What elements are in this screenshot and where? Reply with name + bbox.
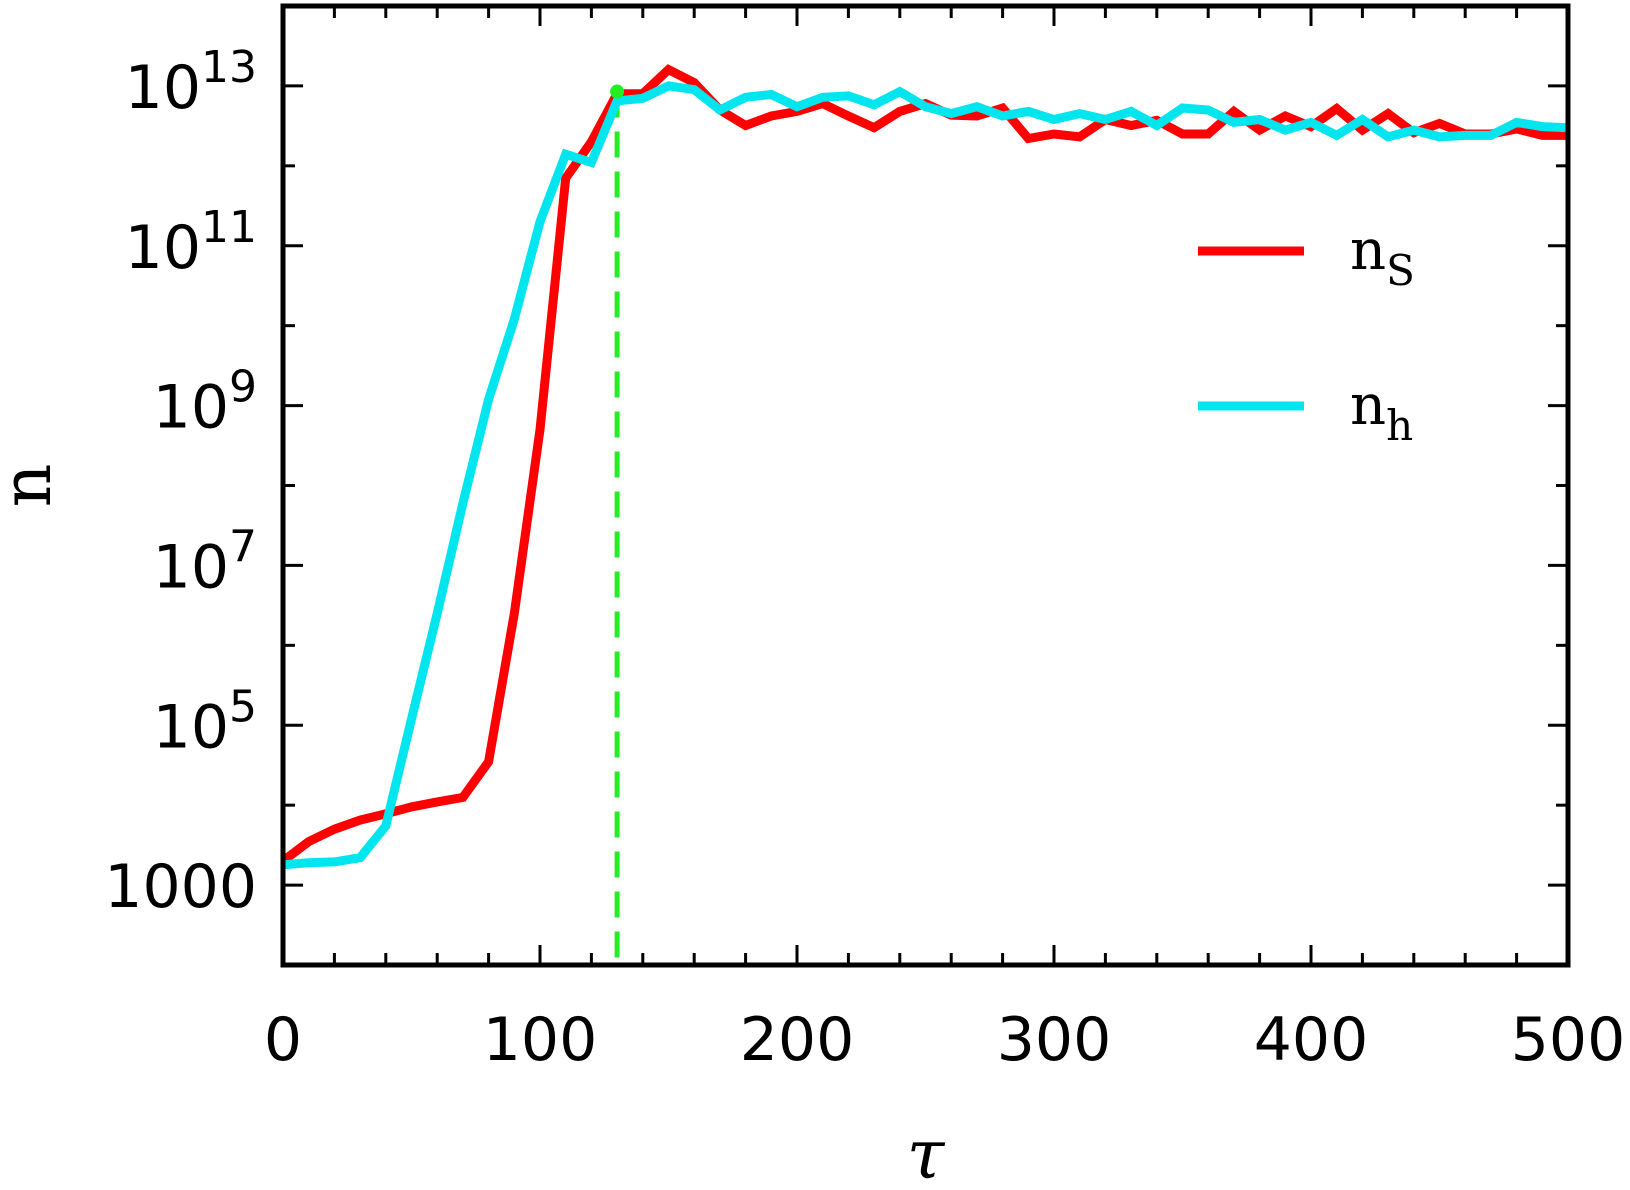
y-tick-label: 107: [153, 521, 257, 602]
legend-label: nh: [1350, 373, 1413, 450]
legend-label-subscript: S: [1386, 246, 1415, 295]
x-tick-label: 300: [997, 1005, 1112, 1075]
x-tick-label: 100: [483, 1005, 598, 1075]
y-tick-label: 105: [153, 681, 257, 762]
y-tick-base: 10: [153, 532, 229, 602]
y-tick-exponent: 11: [201, 202, 257, 253]
y-tick-exponent: 13: [201, 42, 257, 93]
y-tick-base: 10: [125, 53, 201, 123]
y-tick-exponent: 5: [229, 681, 257, 732]
y-tick-label: 1000: [104, 852, 257, 922]
x-tick-label: 0: [264, 1005, 302, 1075]
series-line-n-h: [283, 81, 1568, 870]
x-tick-label: 400: [1254, 1005, 1369, 1075]
y-tick-base: 10: [153, 373, 229, 443]
y-tick-label: 1013: [125, 42, 257, 123]
y-tick-base: 10: [125, 213, 201, 283]
x-tick-label: 500: [1511, 1005, 1626, 1075]
y-tick-exponent: 9: [229, 362, 257, 413]
x-tick-label: 200: [740, 1005, 855, 1075]
legend-label-subscript: h: [1386, 401, 1413, 450]
y-axis-title: n: [0, 464, 67, 508]
y-tick-label: 109: [153, 362, 257, 443]
legend-label: nS: [1350, 218, 1415, 295]
y-tick-exponent: 7: [229, 521, 257, 572]
legend-label-main: n: [1350, 218, 1386, 283]
plot-frame: [280, 3, 1571, 968]
x-axis-title: τ: [907, 1116, 946, 1190]
y-tick-base: 10: [153, 692, 229, 762]
legend-label-main: n: [1350, 373, 1386, 438]
marker-point: [610, 84, 625, 99]
y-tick-label: 1011: [125, 202, 257, 283]
